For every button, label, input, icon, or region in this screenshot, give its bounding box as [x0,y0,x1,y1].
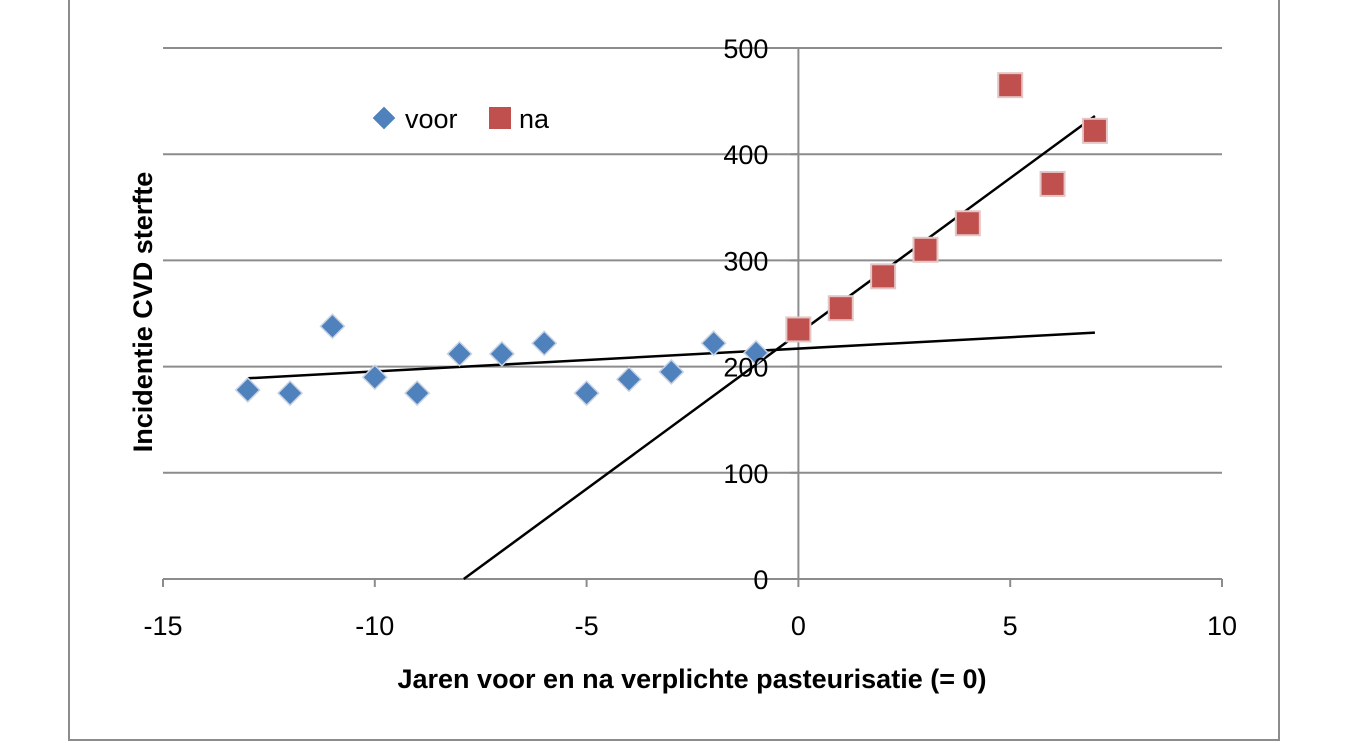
y-tick-label: 0 [753,565,768,595]
point-voor [742,339,770,366]
axes [162,47,1223,587]
point-voor [234,376,261,404]
point-voor [700,330,727,357]
point-voor [488,340,515,367]
point-na [997,72,1024,99]
point-voor [319,313,346,340]
legend-voor-marker [372,106,396,130]
point-voor [277,380,304,407]
point-na [912,236,939,263]
gridlines [163,47,1222,474]
point-voor [658,358,685,385]
point-na [1081,117,1108,144]
trendline-voor [247,331,1095,380]
legend-na-label: na [519,104,550,134]
y-tick-label: 100 [723,459,768,489]
x-tick-label: -10 [355,611,394,641]
legend-voor-label: voor [405,104,458,134]
point-voor [531,330,558,357]
x-tick-label: -15 [143,611,182,641]
point-voor [615,366,643,393]
y-axis-title: Incidentie CVD sterfte [128,172,158,453]
point-na [954,210,981,237]
y-tick-label: 200 [723,353,768,383]
point-voor [446,340,473,367]
data-points [234,72,1108,407]
y-tick-label: 400 [723,140,768,170]
point-na [870,263,897,290]
point-voor [404,380,431,407]
trendlines [247,114,1096,581]
x-axis-title: Jaren voor en na verplichte pasteurisati… [398,664,987,694]
x-tick-label: -5 [575,611,599,641]
y-tick-label: 500 [723,34,768,64]
point-voor [361,364,388,391]
tick-labels: 0 100 200 300 400 500 -15 -10 -5 0 5 10 [143,34,1237,641]
x-tick-label: 10 [1207,611,1237,641]
point-voor [573,380,600,407]
x-tick-label: 0 [791,611,806,641]
point-na [827,295,854,322]
point-na [1039,170,1066,197]
trendline-na [463,114,1096,581]
point-na [785,316,812,343]
legend: voor na [372,104,550,134]
x-tick-label: 5 [1003,611,1018,641]
chart-frame [68,0,1280,741]
legend-na-marker [489,107,511,129]
y-tick-label: 300 [723,246,768,276]
